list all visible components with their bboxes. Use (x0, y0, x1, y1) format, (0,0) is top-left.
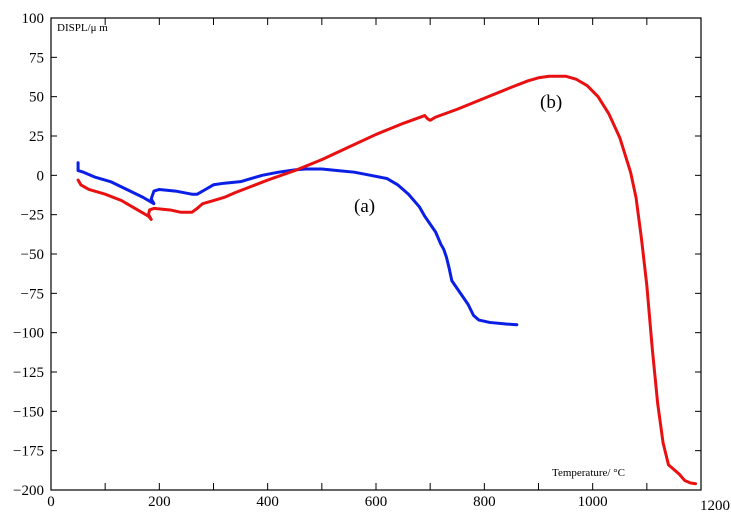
y-tick-label: −150 (13, 404, 44, 420)
annotation-a: (a) (354, 196, 375, 217)
y-tick-label: 25 (29, 129, 44, 145)
x-axis: 0 200 400 600 800 1000 1200 (47, 18, 730, 514)
y-tick-label: −25 (21, 208, 44, 224)
y-tick-label: −200 (13, 483, 44, 499)
y-tick-label: 50 (29, 90, 44, 106)
annotation-b: (b) (540, 92, 562, 113)
x-tick-label: 1000 (578, 494, 608, 510)
series-line-b (76, 74, 698, 486)
y-tick-label: 0 (37, 168, 45, 184)
y-tick-label: −50 (21, 247, 44, 263)
y-tick-label: −175 (13, 444, 44, 460)
y-axis-label: DISPL/μ m (57, 22, 108, 34)
series-layer (76, 74, 698, 486)
x-tick-label: 400 (256, 494, 279, 510)
y-tick-label: −125 (13, 365, 44, 381)
series-line-a (76, 161, 519, 327)
plot-frame (50, 17, 702, 491)
y-tick-label: 75 (29, 50, 44, 66)
x-tick-label: 800 (473, 494, 496, 510)
x-tick-label: 600 (365, 494, 388, 510)
x-tick-label: 200 (148, 494, 171, 510)
y-tick-label: 100 (22, 11, 45, 27)
y-tick-label: −100 (13, 326, 44, 342)
y-axis: 100 75 50 25 0 −25 −50 −75 −100 −125 −150 −175 −200 (13, 11, 701, 499)
x-tick-label: 1200 (700, 498, 730, 514)
y-tick-label: −75 (21, 286, 44, 302)
x-tick-label: 0 (47, 494, 55, 510)
x-axis-label: Temperature/ °C (552, 467, 625, 479)
